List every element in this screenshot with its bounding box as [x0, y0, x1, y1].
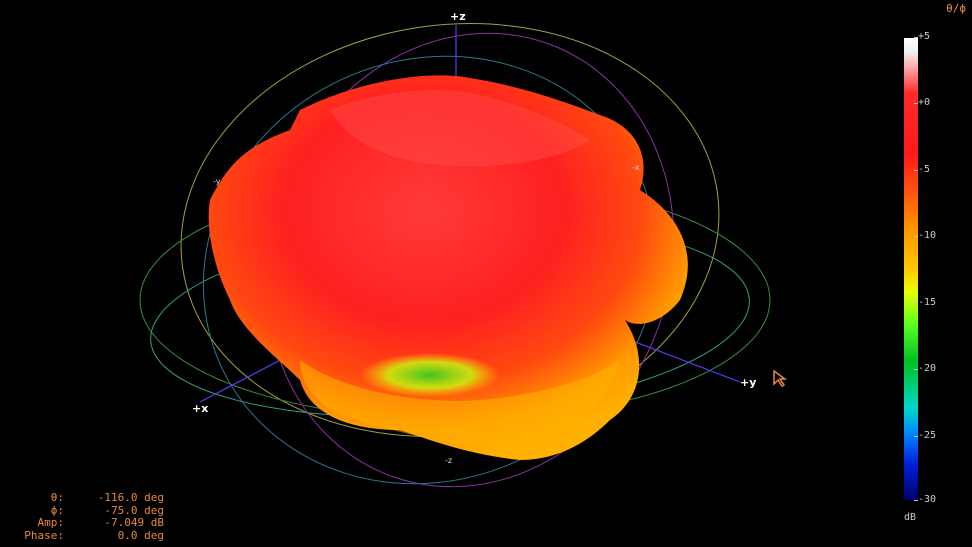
- axis-label-pos-z: +z: [450, 10, 466, 23]
- readout-row-phi: ϕ: -75.0 deg: [4, 503, 164, 518]
- colorbar-tick: -5: [913, 164, 931, 175]
- readout-key: Amp:: [37, 516, 65, 529]
- colorbar-tick: +5: [913, 31, 931, 42]
- readout-key: θ:: [50, 491, 64, 504]
- readout-value: 0.0 deg: [117, 528, 164, 542]
- colorbar-tick: -25: [913, 430, 937, 441]
- pointer-cursor-icon: [773, 370, 788, 387]
- colorbar-tick: -20: [913, 363, 937, 374]
- radiation-pattern-surface: [208, 75, 688, 460]
- readout-value: -75.0 deg: [104, 503, 164, 517]
- colorbar-tick: -30: [913, 494, 937, 505]
- readout-row-theta: θ: -116.0 deg: [4, 491, 164, 505]
- pattern-lobe-low-gain: [360, 353, 500, 397]
- readout-value: -116.0 deg: [97, 491, 164, 504]
- theta-phi-label: θ/ϕ: [946, 2, 966, 15]
- colorbar-tick: -10: [913, 230, 937, 241]
- colorbar-tick: -15: [913, 297, 937, 308]
- axis-label-neg-z: -z: [445, 456, 453, 465]
- axis-label-pos-y: +y: [740, 376, 757, 389]
- pattern-lower-lobe: [300, 360, 620, 450]
- readout-row-amp: Amp: -7.049 dB: [4, 516, 165, 530]
- colorbar-units: dB: [904, 512, 917, 523]
- colorbar-tick: +0: [913, 97, 931, 108]
- readout-key: ϕ:: [50, 503, 64, 517]
- colorbar-scale: [904, 38, 918, 500]
- pattern-highlight: [330, 90, 590, 167]
- axis-label-pos-x: +x: [192, 402, 209, 415]
- axis-label-neg-x: -x: [632, 163, 640, 172]
- probe-readout: θ: -116.0 deg ϕ: -75.0 deg Amp: -7.049 d…: [4, 491, 165, 543]
- readout-row-phase: Phase: 0.0 deg: [4, 528, 164, 543]
- readout-value: -7.049 dB: [104, 516, 164, 529]
- readout-key: Phase:: [24, 528, 64, 542]
- axis-label-neg-y: -y: [213, 177, 221, 186]
